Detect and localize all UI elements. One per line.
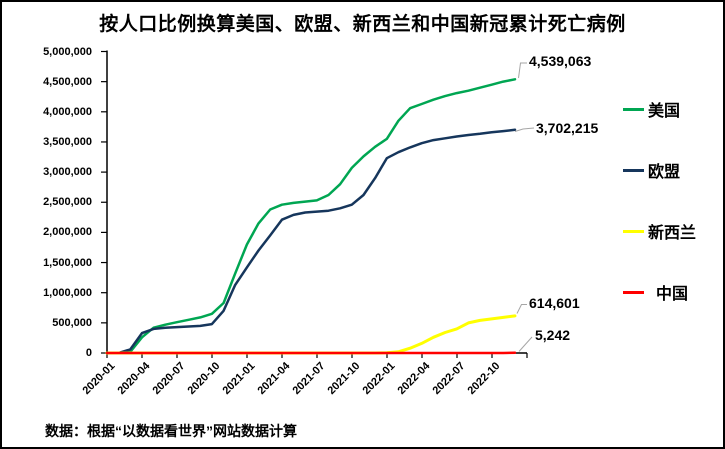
data-label-nz: 614,601 <box>529 295 580 311</box>
y-tick-label: 3,500,000 <box>43 135 92 148</box>
y-tick-label: 5,000,000 <box>43 45 92 58</box>
y-tick-label: 2,000,000 <box>43 226 92 239</box>
y-tick-label: 3,000,000 <box>43 166 92 179</box>
legend-item-新西兰: 新西兰 <box>623 221 697 242</box>
leader-us <box>518 62 527 79</box>
data-label-eu: 3,702,215 <box>536 120 599 136</box>
data-label-us: 4,539,063 <box>529 53 592 69</box>
legend-label: 欧盟 <box>648 164 681 181</box>
legend-swatch-欧盟 <box>623 168 644 172</box>
chart-title: 按人口比例换算美国、欧盟、新西兰和中国新冠累计死亡病例 <box>99 14 626 35</box>
legend-swatch-美国 <box>623 107 644 111</box>
y-tick-label: 500,000 <box>52 316 92 329</box>
legend-label: 中国 <box>656 286 689 303</box>
y-tick-label: 2,500,000 <box>43 196 92 209</box>
leader-eu <box>514 127 535 132</box>
series-line-新西兰 <box>105 314 517 355</box>
legend-label: 新西兰 <box>648 225 697 242</box>
y-tick-label: 4,000,000 <box>43 105 92 118</box>
leader-cn <box>518 336 533 352</box>
data-label-cn: 5,242 <box>535 327 571 343</box>
legend-item-欧盟: 欧盟 <box>623 160 681 181</box>
series-line-美国 <box>105 78 517 355</box>
legend-swatch-新西兰 <box>623 229 644 233</box>
y-tick-label: 4,500,000 <box>43 75 92 88</box>
legend-item-中国: 中国 <box>623 282 689 303</box>
legend-swatch-中国 <box>623 290 644 294</box>
y-tick-label: 1,000,000 <box>43 286 92 299</box>
y-tick-label: 0 <box>85 347 92 359</box>
y-tick-label: 1,500,000 <box>43 256 92 269</box>
source-note: 数据：根据“以数据看世界”网站数据计算 <box>45 423 297 439</box>
legend-item-美国: 美国 <box>623 99 681 120</box>
series-line-欧盟 <box>105 128 517 355</box>
leader-nz <box>516 304 527 314</box>
legend-label: 美国 <box>648 103 681 120</box>
